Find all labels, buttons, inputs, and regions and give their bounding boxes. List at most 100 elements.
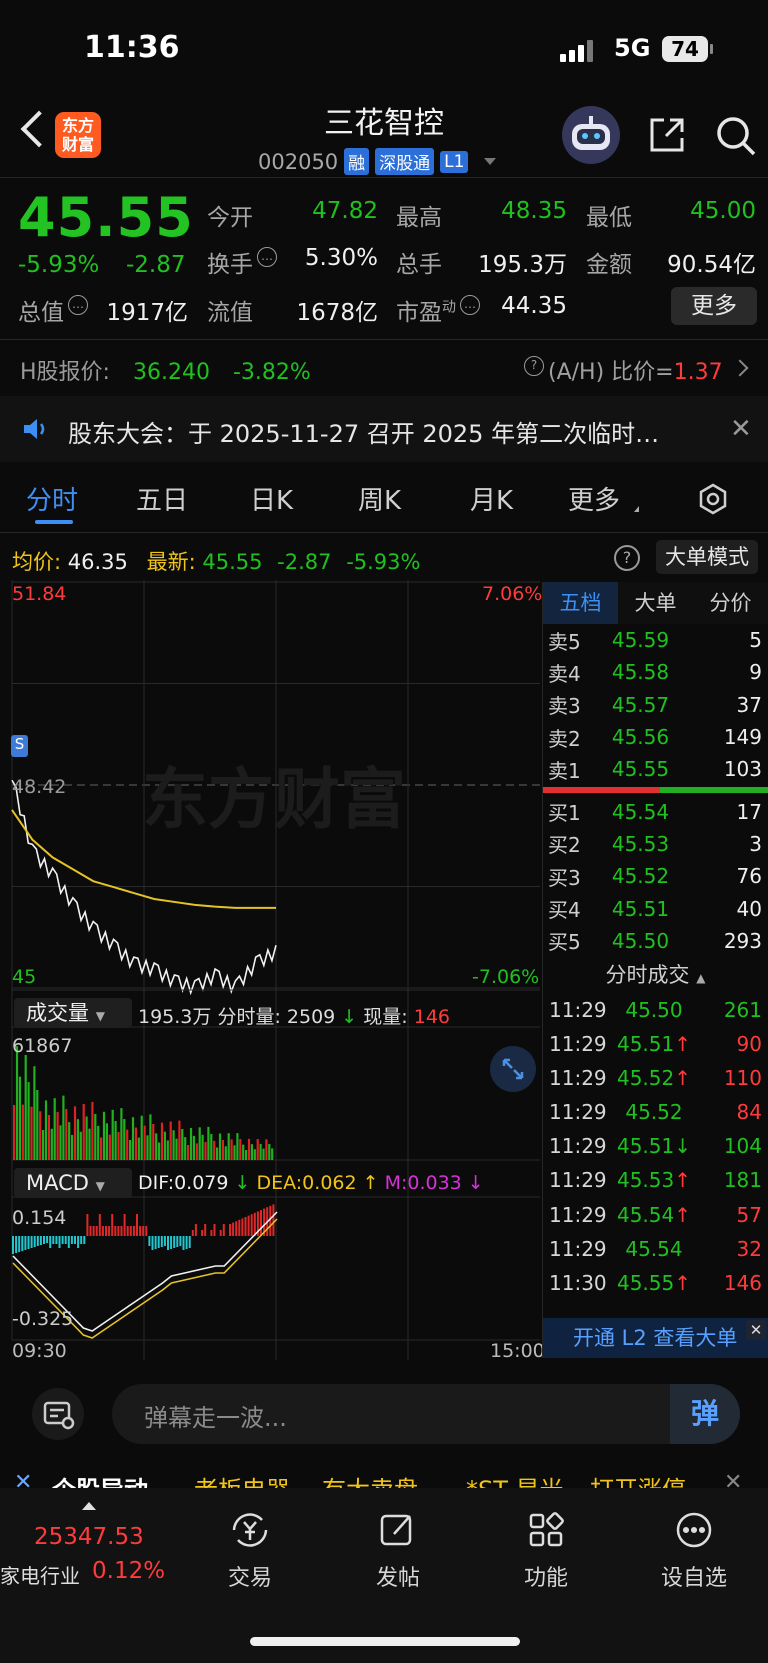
volume-bar [21, 1104, 24, 1160]
volume-bar [97, 1125, 100, 1160]
tab-big-orders[interactable]: 大单 [634, 591, 677, 615]
share-icon[interactable] [648, 116, 686, 154]
volume-total: 195.3万 [138, 1006, 212, 1028]
buy-level-row[interactable]: 买3 45.52 76 [543, 860, 768, 892]
close-icon[interactable]: ✕ [724, 1470, 743, 1488]
ticker-item[interactable]: 个股异动 [52, 1470, 148, 1488]
info-icon[interactable]: … [68, 295, 88, 315]
info-icon[interactable]: … [257, 247, 277, 267]
sell-level-row[interactable]: 卖5 45.59 5 [543, 624, 768, 656]
ah-ratio[interactable]: ? (A/H) 比价=1.37 [520, 354, 723, 386]
buy-level-row[interactable]: 买4 45.51 40 [543, 892, 768, 924]
buy-level-price: 45.54 [611, 799, 670, 824]
network-label: 5G [614, 34, 651, 62]
tick-row: 11:29 45.54↑ 57 [543, 1198, 768, 1232]
volume-bar [216, 1147, 219, 1160]
danmu-input[interactable] [112, 1384, 740, 1444]
tab-day-k[interactable]: 日K [250, 486, 294, 516]
open-l2-button[interactable]: 开通 L2 查看大单 [543, 1318, 768, 1358]
y-min-label: 45 [12, 966, 37, 988]
marker-s-icon[interactable]: S [11, 735, 28, 757]
y-max-label: 51.84 [12, 583, 67, 605]
volume-bar [15, 1046, 19, 1160]
buy-level-row[interactable]: 买2 45.53 3 [543, 828, 768, 860]
app-logo[interactable]: 东方财富 [55, 112, 101, 158]
macd-values: DIF:0.079 ↓ DEA:0.062 ↑ M:0.033 ↓ [138, 1172, 484, 1194]
nav-post[interactable]: 发帖 [348, 1510, 448, 1592]
tab-week-k[interactable]: 周K [358, 486, 402, 516]
divider [0, 532, 768, 533]
volume-bar [131, 1117, 135, 1160]
tab-month-k[interactable]: 月K [470, 486, 514, 516]
label-volume: 总手 [396, 252, 442, 278]
collapse-icon[interactable]: ✕ [14, 1470, 33, 1488]
chevron-right-icon[interactable] [731, 359, 749, 377]
ticker-item[interactable]: 打开涨停 [590, 1470, 686, 1488]
volume-bar [192, 1135, 195, 1160]
buy-level-row[interactable]: 买1 45.54 17 [543, 795, 768, 827]
tick-row: 11:29 45.50 261 [543, 993, 768, 1027]
nav-functions[interactable]: 功能 [496, 1510, 596, 1592]
volume-bar [233, 1145, 236, 1160]
tick-volume: 90 [736, 1032, 762, 1057]
volume-bar [224, 1146, 227, 1160]
volume-bar [71, 1135, 74, 1160]
volume-selector[interactable]: 成交量 ▼ [14, 998, 132, 1028]
h-share-row[interactable]: H股报价: 36.240 -3.82% [20, 354, 311, 386]
sell-level-price: 45.55 [611, 757, 670, 782]
ticker-item[interactable]: *ST 星光 [466, 1470, 564, 1488]
nav-trade[interactable]: 交易 [200, 1510, 300, 1592]
tab-underline [35, 520, 73, 524]
volume-bar [102, 1111, 106, 1160]
volume-bar [143, 1125, 146, 1160]
label-pe: 市盈动… [396, 293, 480, 327]
tick-volume: 57 [736, 1202, 762, 1227]
index-value[interactable]: 25347.53 [34, 1524, 144, 1550]
dea-arrow: ↑ [356, 1172, 385, 1194]
nav-watchlist[interactable]: 设自选 [644, 1510, 744, 1592]
ticker-item[interactable]: 有大卖盘 [322, 1470, 418, 1488]
expand-up-icon[interactable] [82, 1502, 96, 1510]
ticker-item[interactable]: 老板电器 [194, 1470, 290, 1488]
latest-pct: -5.93% [346, 550, 421, 574]
volume-bar [218, 1133, 222, 1160]
stock-code-line[interactable]: 002050 融 深股通 L1 [258, 148, 497, 175]
minute-vol-value: 2509 [286, 1006, 336, 1028]
sort-icon: ▲ [696, 970, 706, 985]
big-order-mode-button[interactable]: 大单模式 [656, 540, 758, 574]
expand-icon[interactable] [490, 1046, 536, 1092]
sell-level-row[interactable]: 卖2 45.56 149 [543, 721, 768, 753]
help-icon[interactable]: ? [614, 545, 640, 571]
bid-ask-ratio-bar [543, 787, 768, 794]
tick-price: 45.55↑ [616, 1270, 692, 1295]
tab-five-levels[interactable]: 五档 [543, 582, 618, 624]
settings-icon[interactable] [696, 482, 730, 520]
nav-watchlist-label: 设自选 [660, 1566, 727, 1591]
tab-price-dist[interactable]: 分价 [709, 591, 752, 615]
search-icon[interactable] [714, 114, 758, 158]
notice-bar[interactable] [0, 396, 768, 462]
tab-intraday[interactable]: 分时 [26, 486, 79, 516]
info-icon[interactable]: … [460, 295, 480, 315]
industry-name[interactable]: 家电行业 [0, 1564, 80, 1588]
edit-icon [380, 1514, 412, 1546]
sell-level-row[interactable]: 卖1 45.55 103 [543, 753, 768, 785]
tick-row: 11:29 45.51↓ 104 [543, 1129, 768, 1163]
danmu-send-button[interactable]: 弹 [670, 1384, 740, 1444]
tab-more[interactable]: 更多 [568, 486, 621, 516]
buy-level-row[interactable]: 买5 45.50 293 [543, 925, 768, 957]
close-icon[interactable]: ✕ [746, 1320, 766, 1340]
close-icon[interactable]: ✕ [730, 414, 752, 444]
robot-assistant-icon[interactable] [562, 106, 620, 164]
logo-text: 东方财富 [61, 116, 94, 154]
news-ticker[interactable]: ✕ 个股异动 老板电器 有大卖盘 *ST 星光 打开涨停 ✕ [0, 1462, 768, 1488]
more-button[interactable]: 更多 [671, 287, 757, 325]
macd-selector[interactable]: MACD ▼ [14, 1168, 132, 1198]
intraday-chart[interactable] [0, 580, 543, 1360]
volume-bar [181, 1129, 184, 1160]
ticks-header[interactable]: 分时成交 ▲ [543, 957, 768, 993]
tab-five-day[interactable]: 五日 [136, 486, 189, 516]
danmu-settings-icon[interactable] [32, 1388, 84, 1440]
sell-level-row[interactable]: 卖4 45.58 9 [543, 656, 768, 688]
sell-level-row[interactable]: 卖3 45.57 37 [543, 689, 768, 721]
